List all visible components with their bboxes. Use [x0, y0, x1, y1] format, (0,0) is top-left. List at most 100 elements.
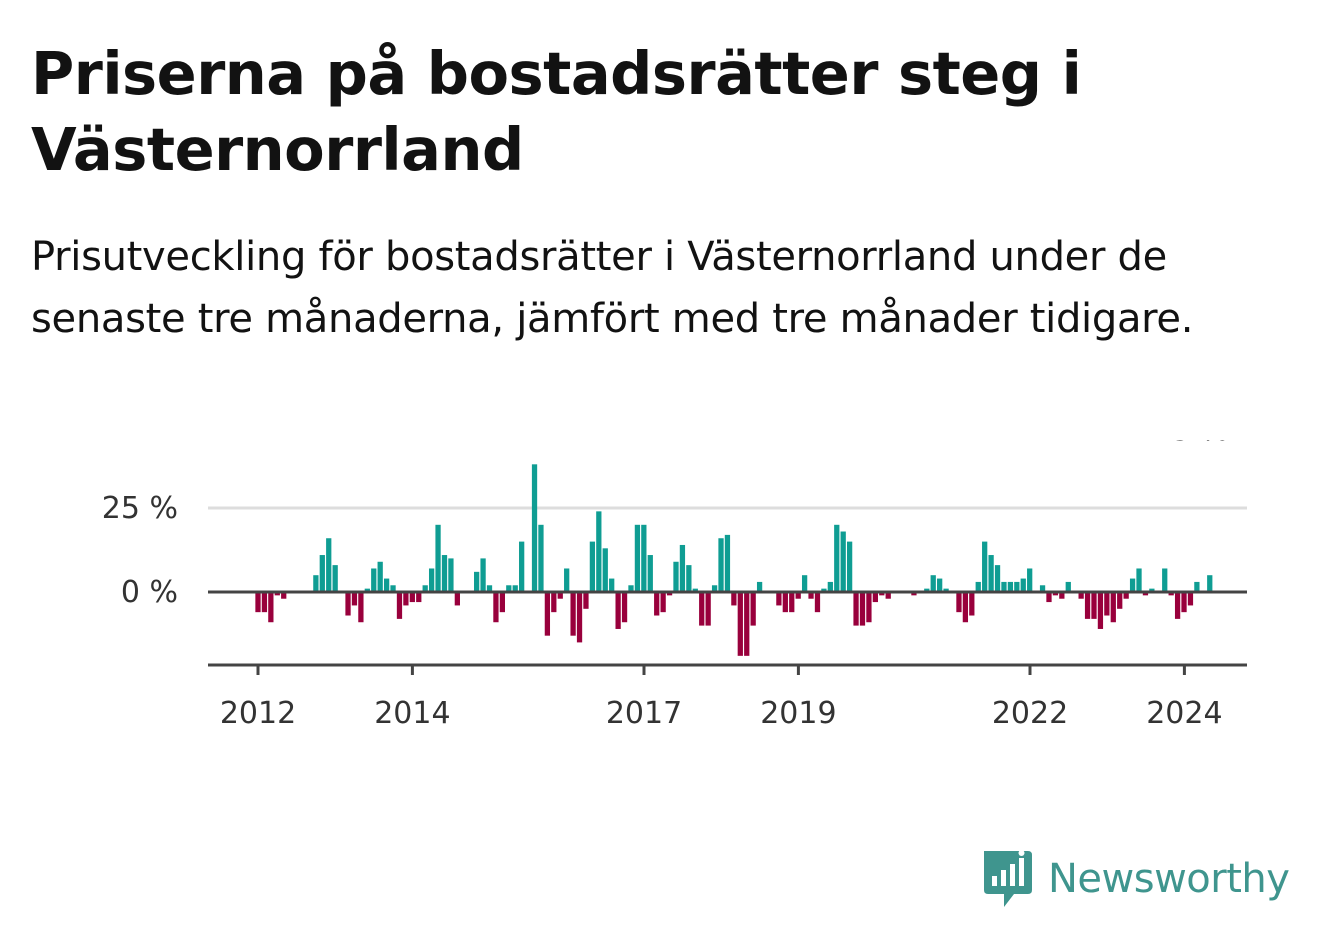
bar: [486, 585, 493, 592]
bar: [351, 592, 358, 606]
bar: [1162, 568, 1168, 592]
bar: [744, 592, 750, 656]
bar: [692, 588, 698, 592]
bar: [1104, 592, 1110, 616]
bar: [789, 592, 795, 613]
bar: [474, 571, 480, 592]
bar: [853, 592, 859, 626]
bar: [1149, 588, 1155, 592]
bar: [1027, 568, 1033, 592]
bar: [1123, 592, 1129, 599]
bar: [1078, 592, 1084, 599]
x-tick-label: 2014: [374, 696, 450, 731]
bar: [962, 592, 969, 623]
bar: [428, 568, 435, 592]
bar: [583, 592, 589, 609]
bar: [911, 592, 917, 596]
bar: [795, 592, 801, 599]
bar: [454, 592, 460, 606]
y-tick-label: 0 %: [121, 575, 178, 610]
bar: [313, 575, 319, 592]
bar: [596, 511, 602, 592]
bar: [705, 592, 711, 626]
bar: [660, 592, 666, 613]
bar: [1207, 575, 1213, 592]
bar: [1065, 581, 1071, 592]
bar: [808, 592, 814, 599]
bar: [358, 592, 364, 623]
bar: [1091, 592, 1097, 619]
bar: [332, 565, 338, 592]
bar: [281, 592, 287, 599]
bar: [1194, 581, 1200, 592]
bar: [724, 534, 731, 592]
bar: [673, 561, 679, 592]
bar: [506, 585, 512, 592]
bar: [602, 548, 608, 592]
chart-title: Priserna på bostadsrätter steg i Västern…: [31, 39, 1082, 184]
bar: [814, 592, 821, 613]
bar: [1001, 581, 1007, 592]
bar: [666, 592, 673, 596]
brand-name: Newsworthy: [1048, 856, 1290, 902]
bar: [255, 592, 261, 613]
bar: [409, 592, 415, 603]
bar: [699, 592, 705, 626]
bar: [1020, 578, 1026, 592]
bar: [679, 544, 686, 592]
bar: [1046, 592, 1052, 603]
bar: [718, 538, 724, 592]
bar: [448, 558, 454, 592]
bar: [634, 524, 641, 592]
bar: [1142, 592, 1149, 596]
bar: [1084, 592, 1091, 619]
bar: [859, 592, 866, 626]
bar: [872, 592, 878, 603]
x-tick-label: 2019: [760, 696, 836, 731]
bar: [609, 578, 615, 592]
bar: [846, 541, 853, 592]
bar: [1052, 592, 1059, 596]
bar: [930, 575, 936, 592]
bar: [570, 592, 576, 636]
bar: [615, 592, 621, 629]
bar: [1181, 592, 1187, 613]
bar: [994, 565, 1001, 592]
x-tick-label: 2012: [220, 696, 296, 731]
x-tick-label: 2024: [1146, 696, 1222, 731]
bar: [538, 524, 544, 592]
bar: [512, 585, 518, 592]
bar: [274, 592, 280, 596]
bar: [750, 592, 756, 626]
bar: [1110, 592, 1116, 623]
bar: [519, 541, 525, 592]
bar: [416, 592, 422, 603]
bar: [403, 592, 409, 606]
newsworthy-logo: Newsworthy: [980, 848, 1290, 910]
bar: [364, 588, 370, 592]
bar: [1129, 578, 1136, 592]
bar: [480, 558, 486, 592]
x-tick-label: 2022: [992, 696, 1068, 731]
bar: [319, 555, 325, 592]
bar: [943, 588, 949, 592]
bar: [564, 568, 570, 592]
newsworthy-chart-bubble-icon: [984, 850, 1032, 907]
bar: [371, 568, 377, 592]
bar: [576, 592, 583, 643]
bar: [969, 592, 975, 616]
bar: [885, 592, 891, 599]
bar: [390, 585, 396, 592]
bar: [557, 592, 563, 599]
bar: [435, 524, 441, 592]
bar: [326, 538, 332, 592]
bar: [731, 592, 737, 606]
bar: [924, 588, 930, 592]
bar: [988, 555, 994, 592]
bar: [551, 592, 557, 613]
bar: [493, 592, 499, 623]
bar: [834, 524, 840, 592]
bar: [1136, 568, 1142, 592]
bar: [821, 588, 827, 592]
bar: [422, 585, 428, 592]
